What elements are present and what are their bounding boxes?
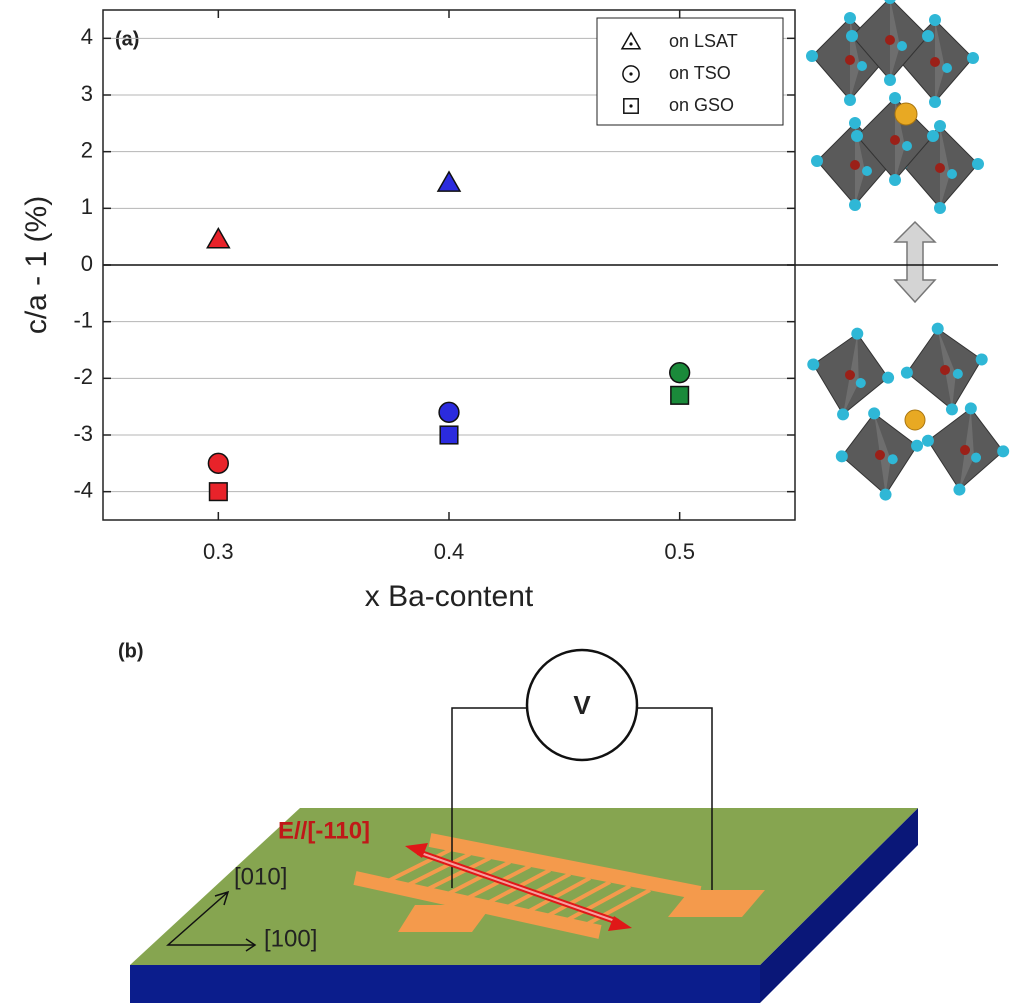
double-arrow [895, 222, 935, 302]
data-point [207, 229, 229, 248]
legend-dot [629, 42, 632, 45]
y-tick-label: -3 [73, 421, 93, 446]
legend-dot [629, 104, 632, 107]
data-point [671, 387, 689, 405]
legend-dot [629, 72, 632, 75]
y-axis-label: c/a - 1 (%) [20, 196, 53, 334]
y-tick-label: 2 [81, 137, 93, 162]
x-tick-label: 0.4 [434, 539, 465, 564]
crystal-top [806, 0, 984, 214]
axis-label: [100] [264, 925, 317, 952]
y-tick-label: -1 [73, 307, 93, 332]
panel-label: (b) [118, 640, 144, 662]
data-point [440, 426, 458, 444]
legend-label: on LSAT [669, 31, 738, 51]
y-tick-label: 4 [81, 24, 93, 49]
data-point [208, 453, 228, 473]
data-point [670, 363, 690, 383]
y-tick-label: 3 [81, 81, 93, 106]
y-tick-label: 0 [81, 251, 93, 276]
legend-label: on GSO [669, 95, 734, 115]
figure: (b) V E//[-110] [010] [100] (a) c/a - 1 … [0, 0, 1016, 1007]
panel-label: (a) [115, 28, 139, 50]
voltmeter-label: V [573, 690, 591, 720]
axis-label: [010] [234, 863, 287, 890]
y-tick-label: -4 [73, 477, 93, 502]
field-label: E//[-110] [278, 817, 370, 844]
crystal-bottom [799, 315, 1016, 507]
legend-label: on TSO [669, 63, 731, 83]
substrate [130, 808, 918, 1003]
y-tick-label: -2 [73, 364, 93, 389]
x-tick-label: 0.5 [664, 539, 695, 564]
data-point [439, 402, 459, 422]
data-point [210, 483, 228, 501]
data-point [438, 172, 460, 191]
x-tick-label: 0.3 [203, 539, 234, 564]
x-axis-label: x Ba-content [365, 580, 534, 613]
y-tick-label: 1 [81, 194, 93, 219]
